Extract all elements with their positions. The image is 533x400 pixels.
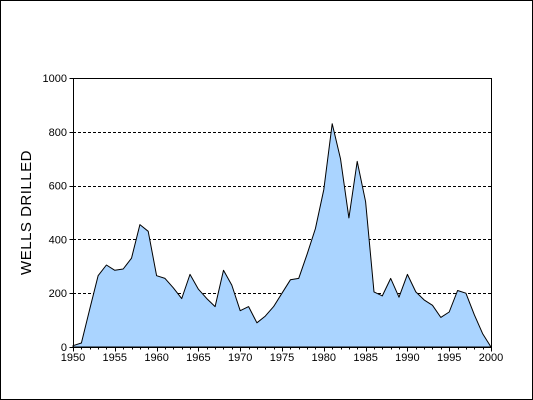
series-area [72,123,492,348]
y-tick-label-600: 600 [49,181,67,193]
x-axis: 1950 1955 1960 1965 1970 1975 1980 1985 1990 1995… [61,347,503,364]
y-axis: 0 200 400 600 800 1000 [43,73,74,354]
y-tick-label-400: 400 [49,234,67,246]
y-tick-label-0: 0 [61,342,67,354]
x-tick-label-1965: 1965 [186,352,210,364]
x-tick-label-1955: 1955 [103,352,127,364]
x-tick-label-1975: 1975 [270,352,294,364]
y-tick-label-200: 200 [49,288,67,300]
y-tick-label-1000: 1000 [43,73,67,85]
x-tick-label-2000: 2000 [479,352,503,364]
x-tick-label-1990: 1990 [395,352,419,364]
y-tick-label-800: 800 [49,127,67,139]
x-tick-label-1960: 1960 [144,352,168,364]
x-tick-label-1950: 1950 [61,352,85,364]
y-axis-title: WELLS DRILLED [18,150,35,275]
x-tick-label-1995: 1995 [437,352,461,364]
x-tick-label-1980: 1980 [312,352,336,364]
x-tick-label-1985: 1985 [353,352,377,364]
x-tick-label-1970: 1970 [228,352,252,364]
